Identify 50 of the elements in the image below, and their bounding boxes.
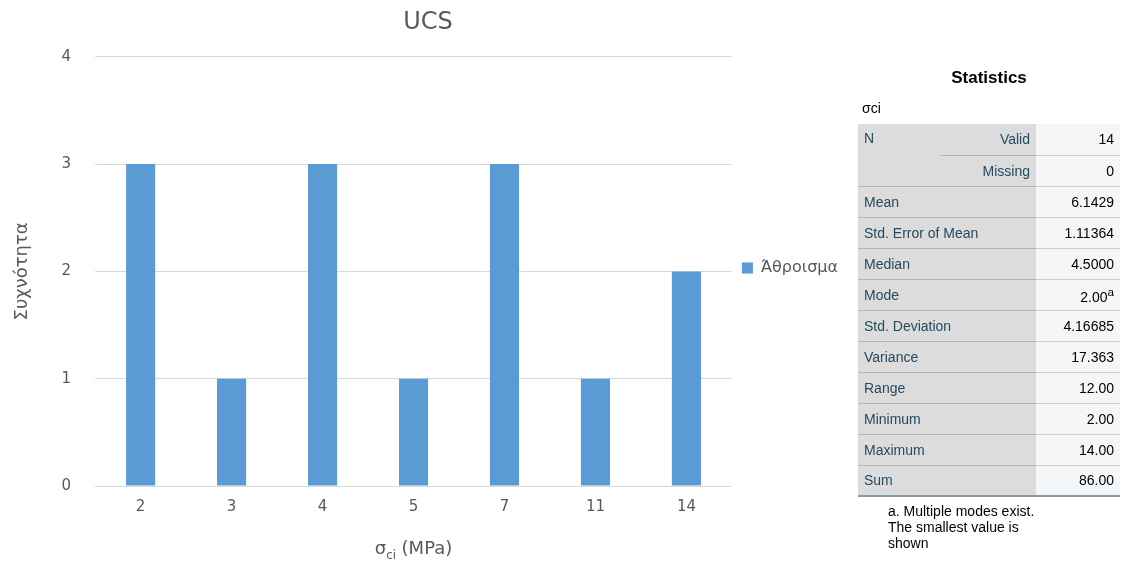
bar <box>398 378 429 486</box>
text: a. Multiple modes exist. The smallest value is shown <box>887 502 1036 551</box>
text: Missing <box>982 162 1030 179</box>
x-tick-label: 14 <box>676 496 696 515</box>
chart-title: UCS <box>403 6 453 35</box>
text: Std. Deviation <box>864 317 952 334</box>
text: 6.1429 <box>1071 193 1114 210</box>
bar <box>217 378 247 486</box>
text: Range <box>864 379 906 396</box>
y-axis-title: Συχνότητα <box>10 222 32 321</box>
text: 0 <box>1106 162 1114 179</box>
text: N <box>864 130 875 146</box>
y-tick-label: 0 <box>61 475 72 494</box>
text: 2.00 <box>1086 410 1114 427</box>
bar <box>671 271 701 486</box>
x-tick-label: 11 <box>585 496 605 515</box>
text: 86.00 <box>1078 472 1114 489</box>
legend-label: Άθροισμα <box>760 257 838 277</box>
text: 12.00 <box>1078 379 1114 396</box>
text: Mean <box>864 193 900 210</box>
x-tick-label: 3 <box>226 496 237 515</box>
bar <box>489 164 520 486</box>
text: Std. Error of Mean <box>864 224 979 241</box>
text: 14 <box>1098 131 1114 148</box>
text: Minimum <box>864 410 921 427</box>
x-tick-label: 7 <box>499 496 510 515</box>
text: Sum <box>864 472 893 489</box>
bar <box>580 378 611 486</box>
text: Mode <box>864 286 900 303</box>
text: 4.16685 <box>1063 317 1114 334</box>
x-tick-label: 5 <box>408 496 419 515</box>
bar <box>126 164 156 486</box>
text: Statistics <box>950 68 1028 88</box>
x-tick-label: 4 <box>317 496 328 515</box>
text: Maximum <box>864 441 925 458</box>
x-tick-label: 2 <box>135 496 146 515</box>
text: 14.00 <box>1078 441 1114 458</box>
text: Valid <box>999 131 1030 148</box>
text: 1.11364 <box>1064 224 1114 241</box>
text: Median <box>864 255 910 272</box>
y-tick-label: 2 <box>61 261 72 280</box>
y-tick-label: 1 <box>61 368 72 387</box>
text: σci <box>861 100 882 116</box>
text: 2.00$^{a}$ <box>1080 284 1114 305</box>
y-tick-label: 3 <box>61 153 72 172</box>
text: 17.363 <box>1071 348 1114 365</box>
y-tick-label: 4 <box>61 46 72 65</box>
bar <box>308 164 338 486</box>
text: Variance <box>864 348 919 365</box>
text: 4.5000 <box>1071 255 1114 272</box>
